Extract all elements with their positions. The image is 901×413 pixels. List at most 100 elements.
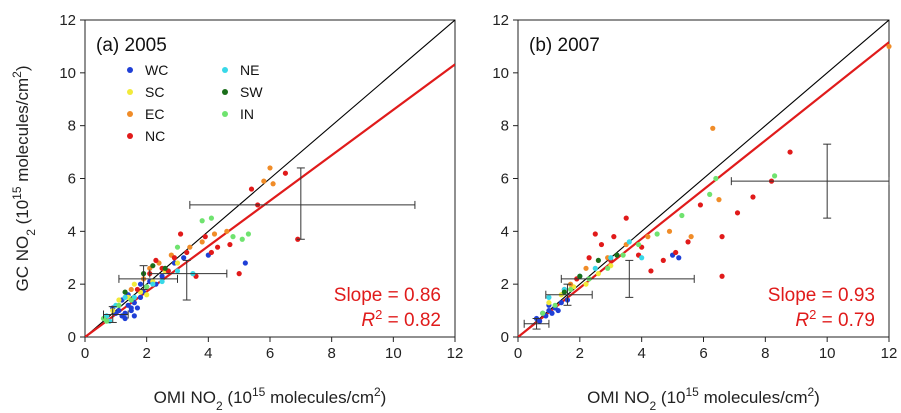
data-point-wc (242, 260, 248, 266)
data-point-nc (719, 234, 725, 240)
x-tick-label: 4 (204, 345, 212, 362)
data-point-sw (561, 289, 567, 295)
data-point-wc (558, 300, 564, 306)
data-point-nc (184, 249, 190, 256)
data-point-in (654, 231, 660, 237)
legend: WC SC EC NC NE SW IN (127, 62, 263, 144)
data-point-ec (688, 234, 694, 240)
data-point-wc (537, 318, 543, 324)
data-point-ec (886, 43, 892, 50)
data-point-sw (122, 289, 128, 295)
y-tick-label: 0 (501, 329, 509, 346)
data-point-in (635, 241, 642, 248)
x-tick-label: 2 (576, 345, 584, 362)
label-text: ) (13, 65, 32, 71)
data-point-nc (697, 202, 704, 208)
data-point-ne (546, 294, 552, 300)
legend-label-wc: WC (145, 62, 168, 78)
x-tick-label: 6 (266, 345, 274, 362)
panel-title: (a) 2005 (96, 35, 167, 56)
x-tick-label: 0 (81, 345, 89, 362)
r-symbol: R (795, 310, 809, 331)
legend-marker-sc (127, 89, 133, 95)
legend-marker-ne (222, 67, 228, 73)
legend-label-ec: EC (145, 106, 164, 122)
legend-marker-sw (222, 89, 228, 95)
label-subscript: 2 (650, 399, 657, 413)
x-tick-label: 8 (327, 345, 335, 362)
data-point-ne (592, 265, 598, 271)
label-text: (10 (13, 200, 32, 229)
data-point-sw (150, 263, 156, 269)
slope-label: Slope = 0.93 (768, 285, 875, 306)
error-bar (523, 318, 550, 330)
error-bar (560, 259, 695, 298)
data-point-nc (598, 241, 605, 248)
data-point-sw (162, 265, 168, 271)
label-text: (10 (656, 388, 685, 407)
label-text: (10 (223, 388, 252, 407)
data-point-ec (267, 165, 273, 171)
panel-title: (b) 2007 (529, 35, 600, 56)
data-point-sw (595, 257, 601, 263)
data-point-ec (666, 228, 673, 234)
r-squared-label: R2 = 0.79 (795, 307, 875, 332)
label-text: OMI NO (154, 388, 216, 407)
data-point-nc (134, 286, 141, 293)
data-point-nc (787, 149, 793, 155)
data-point-nc (611, 234, 617, 240)
data-point-in (707, 191, 713, 197)
data-point-in (713, 175, 719, 182)
data-point-ec (645, 234, 651, 240)
data-point-ne (150, 281, 156, 287)
data-point-ne (174, 268, 181, 274)
data-point-in (116, 302, 122, 308)
legend-marker-nc (127, 133, 133, 139)
legend-label-in: IN (240, 106, 254, 122)
data-point-in (245, 231, 252, 237)
data-point-ne (159, 278, 165, 285)
y-tick-label: 12 (59, 12, 76, 29)
data-point-wc (116, 307, 122, 314)
data-point-ec (710, 125, 716, 131)
data-point-nc (648, 268, 654, 274)
r-squared-label: R2 = 0.82 (361, 307, 441, 332)
data-point-nc (685, 239, 691, 245)
data-point-wc (137, 294, 144, 300)
x-tick-label: 2 (142, 345, 150, 362)
data-point-nc (586, 255, 592, 261)
data-point-sc (131, 281, 137, 287)
data-point-ne (639, 255, 645, 261)
data-point-sw (614, 252, 620, 258)
data-point-nc (660, 257, 666, 263)
data-point-nc (202, 234, 208, 240)
data-point-wc (159, 273, 165, 279)
data-point-ne (608, 255, 614, 261)
error-bar (545, 283, 593, 306)
data-point-sc (583, 281, 589, 287)
r-superscript: 2 (375, 307, 382, 322)
legend-marker-in (222, 111, 228, 117)
data-point-nc (177, 231, 184, 237)
data-point-in (128, 297, 134, 303)
data-point-in (540, 310, 546, 316)
data-point-nc (153, 257, 159, 263)
x-axis-label: OMI NO2 (1015 molecules/cm2) (154, 385, 387, 413)
label-text: ) (814, 388, 820, 407)
data-point-sc (116, 297, 122, 303)
data-point-ec (211, 231, 218, 237)
data-point-nc (719, 273, 725, 279)
x-tick-label: 0 (514, 345, 522, 362)
data-point-in (552, 302, 558, 308)
data-point-in (230, 234, 236, 240)
y-tick-label: 6 (68, 171, 76, 188)
x-tick-label: 12 (447, 345, 464, 362)
r-superscript: 2 (809, 307, 816, 322)
label-superscript: 2 (10, 71, 24, 78)
slope-label: Slope = 0.86 (334, 285, 441, 306)
y-tick-label: 10 (492, 65, 509, 82)
y-tick-label: 2 (501, 276, 509, 293)
x-tick-label: 10 (819, 345, 836, 362)
